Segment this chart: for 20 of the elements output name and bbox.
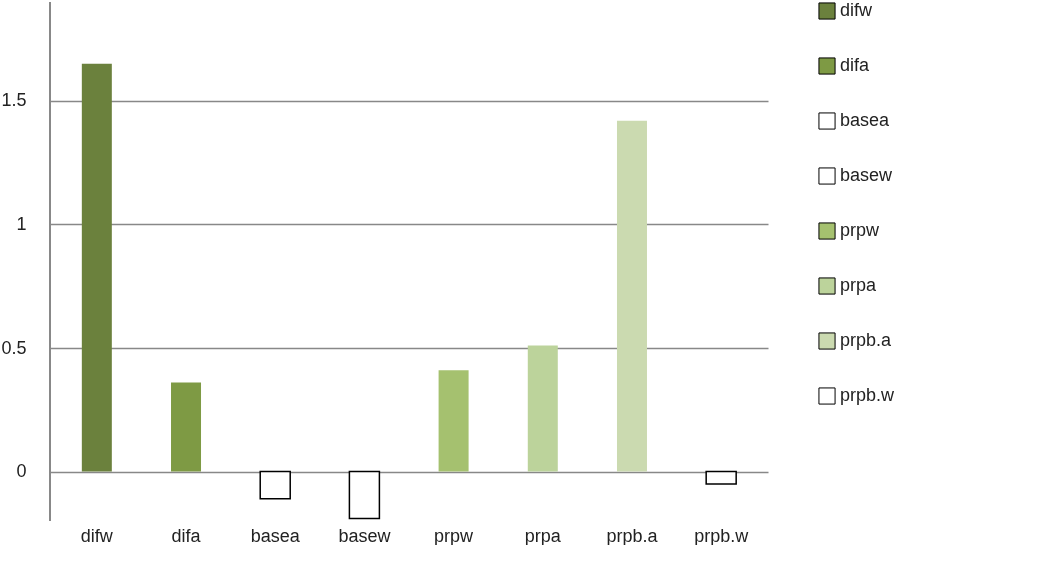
legend-label: difw — [840, 0, 874, 20]
x-tick-label: basea — [250, 525, 301, 546]
x-tick-label: prpw — [434, 525, 475, 546]
legend-label: basea — [840, 110, 891, 130]
x-tick-label: prpb.w — [694, 525, 750, 546]
y-tick-label: 0.5 — [1, 337, 27, 358]
x-tick-label: prpa — [524, 525, 562, 546]
y-tick-label: 1.5 — [1, 90, 27, 111]
legend-label: prpb.w — [840, 385, 896, 405]
legend-label: prpw — [840, 220, 881, 240]
legend-label: difa — [840, 55, 871, 75]
y-tick-label: 1 — [16, 213, 27, 234]
x-tick-label: difa — [171, 525, 202, 546]
legend-label: basew — [840, 165, 894, 185]
y-tick-label: 0 — [16, 461, 27, 482]
legend-label: prpa — [840, 275, 878, 295]
legend-label: prpb.a — [840, 330, 893, 350]
x-tick-label: difw — [80, 525, 114, 546]
x-tick-label: basew — [338, 525, 392, 546]
x-tick-label: prpb.a — [606, 525, 659, 546]
